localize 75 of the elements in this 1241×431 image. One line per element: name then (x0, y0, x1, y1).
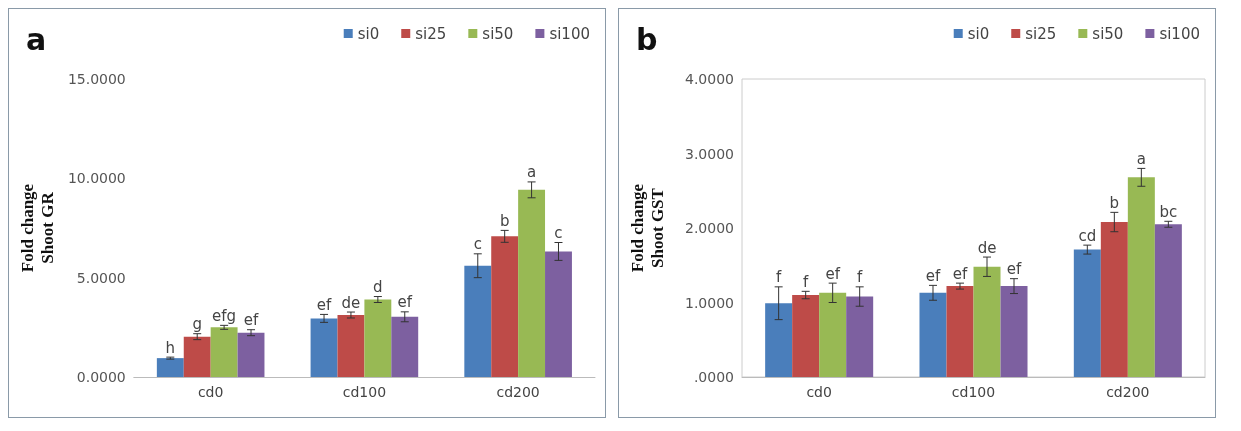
data-label: ef (925, 266, 941, 285)
x-tick-label: cd200 (1106, 384, 1150, 400)
data-label: d (373, 278, 383, 297)
bar (1100, 222, 1128, 377)
data-label: g (192, 315, 202, 334)
data-label: b (499, 211, 510, 230)
legend-label: si100 (549, 24, 591, 43)
data-label: ef (825, 264, 841, 283)
bar (1000, 286, 1028, 377)
bar (946, 286, 974, 377)
legend-label: si25 (1025, 24, 1057, 43)
data-label: f (803, 272, 810, 291)
bar (464, 265, 492, 377)
bar (337, 315, 365, 377)
y-tick-label: 4.0000 (685, 71, 734, 87)
data-label: ef (316, 295, 333, 314)
data-label: ef (952, 264, 968, 283)
data-label: c (554, 224, 563, 242)
data-label: h (165, 338, 176, 357)
y-tick-label: 1.0000 (685, 294, 734, 311)
data-label: b (1109, 193, 1120, 212)
data-label: a (1136, 149, 1146, 168)
y-tick-label: 15.0000 (67, 71, 126, 87)
y-tick-label: 2.0000 (685, 220, 734, 236)
data-label: ef (397, 293, 413, 312)
bar (210, 327, 238, 377)
data-label: ef (1006, 260, 1022, 279)
x-tick-label: cd100 (951, 384, 996, 400)
bar (518, 189, 546, 377)
y-tick-label: .0000 (693, 369, 734, 385)
bar (491, 236, 519, 377)
bar (237, 332, 265, 377)
bar (973, 266, 1001, 377)
bar (1154, 224, 1182, 377)
legend-label: si50 (1092, 24, 1124, 43)
data-label: de (977, 238, 997, 257)
bar (183, 336, 211, 377)
y-tick-label: 5.0000 (76, 269, 126, 286)
y-axis-title: Fold change Shoot GST (627, 183, 667, 273)
data-label: efg (212, 306, 237, 325)
x-tick-label: cd100 (342, 384, 387, 400)
data-label: bc (1159, 202, 1178, 221)
legend-label: si50 (482, 24, 514, 43)
bar (391, 316, 419, 377)
legend-label: si100 (1159, 24, 1201, 43)
y-tick-label: 0.0000 (76, 369, 126, 385)
chart-title: a (26, 21, 47, 57)
x-tick-label: cd0 (806, 384, 832, 400)
data-label: f (857, 268, 864, 287)
bar (765, 303, 793, 377)
bar (545, 251, 572, 377)
data-label: de (341, 293, 361, 312)
bar (846, 296, 874, 377)
data-label: f (776, 268, 783, 287)
chart-title: b (636, 21, 658, 57)
legend-label: si0 (967, 24, 990, 43)
bar (310, 318, 338, 377)
legend-label: si0 (357, 24, 380, 43)
bar (1127, 177, 1155, 377)
legend-label: si25 (415, 24, 447, 43)
data-label: cd (1078, 226, 1097, 245)
bar (819, 292, 847, 377)
bar (1073, 249, 1101, 377)
x-tick-label: cd0 (197, 384, 224, 400)
data-label: c (473, 235, 482, 254)
bar (364, 299, 392, 377)
y-tick-label: 10.0000 (67, 170, 126, 187)
data-label: a (526, 163, 537, 182)
bar (156, 358, 184, 377)
y-tick-label: 3.0000 (685, 145, 734, 162)
y-axis-title: Fold change Shoot GR (17, 183, 57, 273)
bar (919, 292, 947, 377)
x-tick-label: cd200 (496, 384, 540, 400)
data-label: ef (243, 311, 259, 330)
bar (792, 295, 820, 377)
